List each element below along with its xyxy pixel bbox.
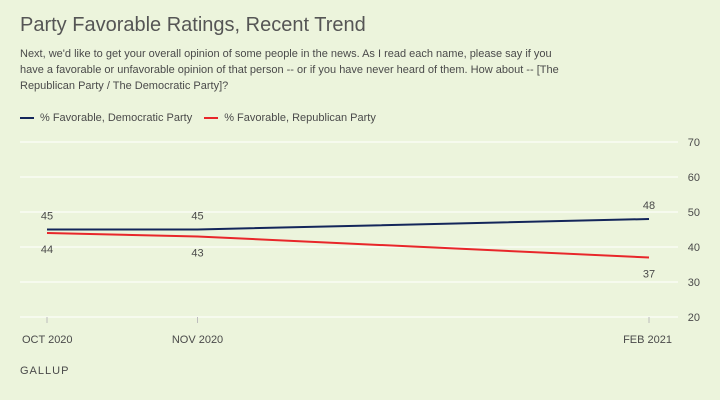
data-label: 37 <box>643 269 655 281</box>
y-tick-label: 30 <box>688 277 700 289</box>
data-label: 45 <box>41 211 53 223</box>
chart-subtitle: Next, we'd like to get your overall opin… <box>20 48 559 92</box>
x-tick-label: FEB 2021 <box>623 334 672 346</box>
y-tick-label: 50 <box>688 207 700 219</box>
series-line-1 <box>46 232 650 259</box>
data-label: 48 <box>643 200 655 212</box>
y-tick-label: 60 <box>688 172 700 184</box>
legend-label-democratic: % Favorable, Democratic Party <box>40 112 193 124</box>
data-label: 43 <box>191 248 203 260</box>
legend-item-republican: % Favorable, Republican Party <box>204 112 376 124</box>
x-tick-label: OCT 2020 <box>22 334 73 346</box>
y-tick-label: 40 <box>688 242 700 254</box>
chart-title: Party Favorable Ratings, Recent Trend <box>20 14 366 36</box>
y-tick-label: 20 <box>688 312 700 324</box>
data-label: 45 <box>191 211 203 223</box>
legend-label-republican: % Favorable, Republican Party <box>224 112 376 124</box>
legend-swatch-democratic <box>20 117 34 119</box>
chart-legend: % Favorable, Democratic Party % Favorabl… <box>20 112 376 124</box>
legend-item-democratic: % Favorable, Democratic Party <box>20 112 192 124</box>
data-label: 44 <box>41 244 53 256</box>
source-label: GALLUP <box>20 365 70 377</box>
series-line-0 <box>47 218 650 231</box>
x-tick-label: NOV 2020 <box>172 334 223 346</box>
legend-swatch-republican <box>204 117 219 119</box>
y-tick-label: 70 <box>688 137 700 149</box>
